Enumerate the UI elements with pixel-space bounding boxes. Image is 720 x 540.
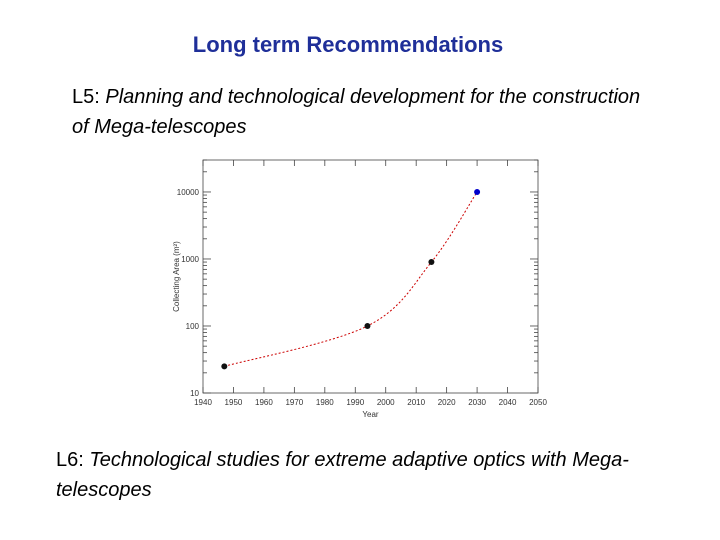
x-tick-label: 2040	[499, 398, 517, 407]
y-tick-label: 10000	[177, 188, 200, 197]
x-tick-label: 2020	[438, 398, 456, 407]
data-point	[221, 363, 228, 370]
x-tick-label: 2010	[407, 398, 425, 407]
x-tick-label: 1970	[285, 398, 303, 407]
x-tick-label: 1940	[194, 398, 212, 407]
trend-curve	[224, 191, 478, 367]
y-axis-label: Collecting Area (m²)	[172, 241, 181, 312]
data-point	[364, 322, 371, 329]
x-tick-label: 2050	[529, 398, 547, 407]
data-point	[474, 188, 481, 195]
x-tick-label: 1960	[255, 398, 273, 407]
x-tick-label: 1990	[346, 398, 364, 407]
y-tick-label: 1000	[181, 255, 199, 264]
y-tick-label: 100	[186, 322, 200, 331]
x-tick-label: 1950	[225, 398, 243, 407]
x-tick-label: 2000	[377, 398, 395, 407]
x-tick-label: 2030	[468, 398, 486, 407]
item-text: Technological studies for extreme adapti…	[56, 449, 629, 501]
x-axis-label: Year	[362, 410, 379, 419]
item-label: L6:	[56, 449, 84, 471]
data-point	[428, 259, 435, 266]
slide-title: Long term Recommendations	[192, 32, 504, 57]
item-text: Planning and technological development f…	[72, 86, 641, 138]
y-tick-label: 10	[190, 389, 199, 398]
item-label: L5:	[72, 86, 100, 108]
item: L5: Planning and technological developme…	[72, 82, 642, 142]
plot-frame	[202, 159, 539, 394]
x-tick-label: 1980	[316, 398, 334, 407]
item: L6: Technological studies for extreme ad…	[56, 445, 636, 505]
